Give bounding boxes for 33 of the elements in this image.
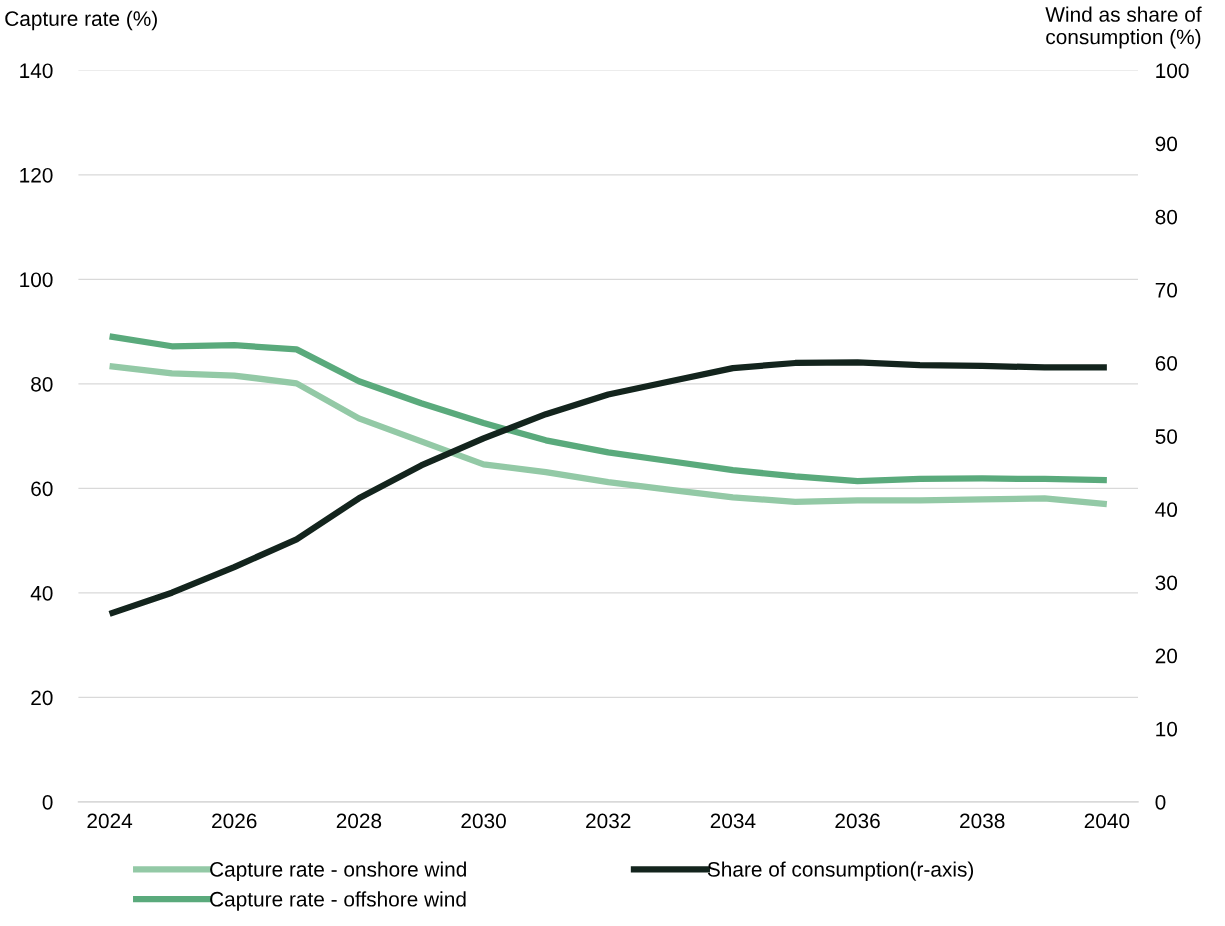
x-tick-label: 2030: [461, 813, 506, 829]
y-tick-label: 60: [31, 481, 53, 497]
y2-tick-label: 70: [1155, 282, 1178, 298]
y2-tick-label: 100: [1156, 63, 1189, 79]
y-axis-title: Capture rate (%): [5, 10, 157, 31]
y-tick-label: 120: [20, 167, 53, 183]
x-tick-label: 2040: [1084, 813, 1130, 829]
x-tick-label: 2034: [710, 813, 756, 829]
y2-tick-label: 10: [1156, 721, 1178, 737]
x-tick-label: 2036: [835, 813, 880, 829]
y2-tick-label: 0: [1155, 794, 1166, 810]
y-tick-label: 80: [31, 376, 53, 392]
legend-label: Capture rate - onshore wind: [210, 861, 466, 881]
y-tick-label: 140: [20, 63, 53, 79]
y2-tick-label: 80: [1155, 209, 1178, 225]
y2-tick-label: 90: [1155, 136, 1178, 152]
legend-label: Capture rate - offshore wind: [210, 891, 466, 911]
y-tick-label: 40: [30, 585, 53, 601]
legend-label: Share of consumption(r-axis): [707, 861, 974, 881]
x-tick-label: 2038: [960, 813, 1005, 829]
y2-tick-label: 60: [1155, 355, 1178, 371]
y-tick-label: 100: [20, 272, 53, 288]
y-tick-label: 0: [42, 794, 53, 810]
x-tick-label: 2024: [87, 813, 133, 829]
y2-tick-label: 30: [1155, 575, 1178, 591]
y2-tick-label: 50: [1155, 429, 1178, 444]
y-tick-label: 20: [31, 690, 53, 706]
y2-tick-label: 40: [1155, 502, 1178, 518]
y2-axis-title: Wind as share of consumption (%): [1045, 6, 1202, 49]
x-tick-label: 2028: [336, 813, 382, 829]
y2-tick-label: 20: [1155, 648, 1178, 664]
x-tick-label: 2026: [212, 813, 257, 829]
x-tick-label: 2032: [586, 813, 631, 829]
